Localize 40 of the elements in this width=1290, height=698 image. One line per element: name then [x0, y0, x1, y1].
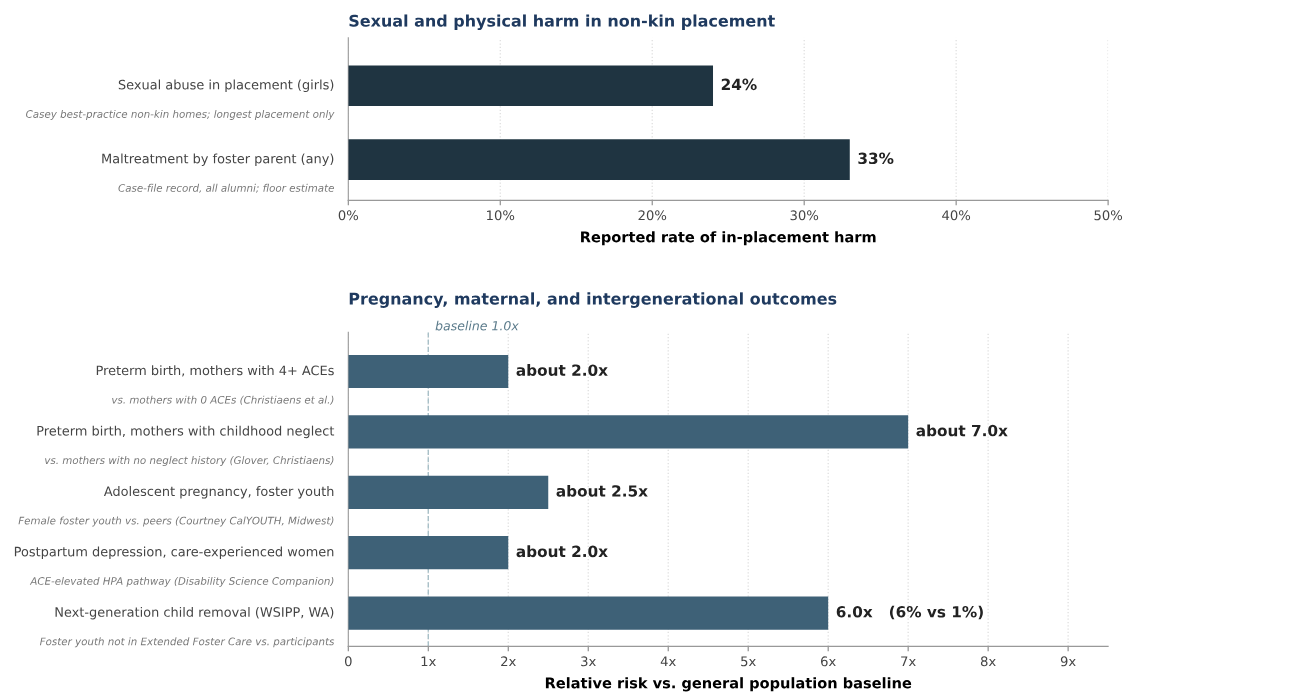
- x-tick-label: 1x: [421, 656, 436, 667]
- x-tick-label: 9x: [1060, 656, 1076, 667]
- category-label: Adolescent pregnancy, foster youth Female foster youth vs. peers (Courtney CalYOUTH, Midwest): [18, 486, 334, 527]
- data-label: about 2.0x: [516, 545, 608, 558]
- bar: [348, 596, 829, 630]
- x-tick-label: 0%: [338, 210, 359, 221]
- category-label: Maltreatment by foster parent (any) Case-file record, all alumni; floor estimate: [102, 153, 334, 193]
- ref-line-label: baseline 1.0x: [435, 320, 519, 331]
- x-tick-label: 40%: [942, 210, 971, 221]
- x-tick-label: 4x: [660, 656, 676, 667]
- bar: [348, 536, 509, 570]
- x-tick-label: 50%: [1094, 210, 1123, 221]
- data-label: 24%: [721, 78, 757, 91]
- data-label: 33%: [858, 152, 894, 165]
- category-label: Next-generation child removal (WSIPP, WA) Foster youth not in Extended Foster Care vs. participants: [39, 606, 335, 648]
- bar: [348, 475, 549, 509]
- category-label: Preterm birth, mothers with childhood neglect vs. mothers with no neglect history (Glover, Christiaens): [37, 425, 335, 467]
- x-tick-label: 6x: [821, 656, 836, 667]
- x-tick-label: 3x: [581, 656, 596, 667]
- x-tick-label: 2x: [501, 656, 516, 667]
- data-label: about 7.0x: [916, 424, 1008, 437]
- data-label: 6.0x (6% vs 1%): [836, 605, 983, 620]
- chart-title: Sexual and physical harm in non-kin placement: [349, 14, 775, 31]
- category-label: Preterm birth, mothers with 4+ ACEs vs. mothers with 0 ACEs (Christiaens et al.): [96, 365, 334, 405]
- x-tick-label: 7x: [901, 656, 916, 667]
- chart-title: Pregnancy, maternal, and intergenerational outcomes: [349, 292, 837, 308]
- category-label: Postpartum depression, care-experienced women ACE-elevated HPA pathway (Disability Science Companion): [14, 546, 334, 587]
- x-tick-label: 10%: [487, 210, 515, 221]
- x-tick-label: 20%: [638, 210, 667, 221]
- bar: [348, 415, 909, 449]
- x-tick-label: 30%: [790, 210, 819, 221]
- data-label: about 2.5x: [556, 484, 648, 497]
- category-label: Sexual abuse in placement (girls) Casey best-practice non-kin homes; longest placement only: [26, 79, 335, 120]
- x-tick-label: 8x: [980, 656, 996, 667]
- bar: [348, 354, 509, 389]
- data-label: about 2.0x: [516, 364, 608, 376]
- x-tick-label: 0: [344, 656, 352, 667]
- x-tick-label: 5x: [741, 656, 756, 667]
- x-axis-title: Relative risk vs. general population baseline: [545, 677, 912, 692]
- x-axis-title: Reported rate of in-placement harm: [581, 231, 876, 246]
